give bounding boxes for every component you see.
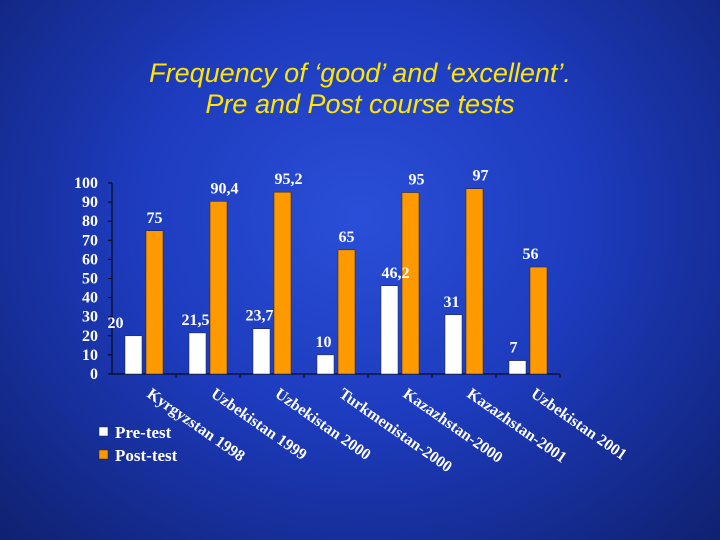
y-tick-label: 80 [82,213,98,230]
title-line-1: Frequency of ‘good’ and ‘excellent’. [149,58,571,88]
y-tick-label: 70 [82,232,98,249]
y-tick-label: 40 [82,290,98,307]
post-test-bar [337,249,356,375]
y-tick-label: 30 [82,309,98,326]
post-test-data-label: 95 [409,172,425,189]
pre-test-bar [508,360,527,375]
pre-test-data-label: 23,7 [246,308,274,325]
title-line-2: Pre and Post course tests [205,89,515,119]
y-tick-label: 20 [82,328,98,345]
post-test-data-label: 95,2 [275,171,303,188]
pre-test-data-label: 10 [316,334,332,351]
legend-label-post-test: Post-test [115,446,178,465]
post-test-data-label: 75 [147,210,163,227]
pre-test-bar [380,285,399,375]
legend-swatch-post-test [98,449,109,460]
pre-test-bar [188,332,207,375]
post-test-bar [465,188,484,375]
category-label: Turkmenistan-2000 [336,385,455,476]
post-test-data-label: 90,4 [211,180,239,197]
post-test-data-label: 97 [473,168,489,185]
pre-test-bar [316,354,335,375]
post-test-data-label: 56 [523,246,539,263]
pre-test-bar [124,335,143,375]
pre-test-data-label: 21,5 [182,312,210,329]
pre-test-bar [252,328,271,375]
post-test-bar [401,192,420,375]
legend-label-pre-test: Pre-test [115,423,172,442]
post-test-bar [273,191,292,375]
y-tick-label: 0 [90,366,98,383]
pre-test-data-label: 20 [108,315,124,332]
y-tick-label: 90 [82,194,98,211]
pre-test-data-label: 7 [510,340,518,357]
pre-test-bar [444,314,463,375]
y-tick-label: 50 [82,271,98,288]
y-tick-label: 60 [82,251,98,268]
post-test-bar [209,201,228,375]
post-test-bar [145,230,164,375]
y-tick-label: 100 [74,175,98,192]
post-test-data-label: 65 [339,229,355,246]
y-tick-label: 10 [82,347,98,364]
pre-test-data-label: 31 [444,294,460,311]
chart-title: Frequency of ‘good’ and ‘excellent’. Pre… [0,58,720,120]
post-test-bar [529,266,548,375]
legend-swatch-pre-test [98,426,109,437]
pre-test-data-label: 46,2 [382,265,410,282]
